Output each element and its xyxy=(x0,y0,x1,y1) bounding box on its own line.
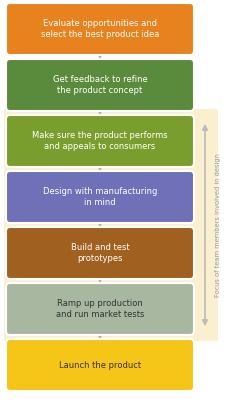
FancyBboxPatch shape xyxy=(6,59,194,111)
FancyBboxPatch shape xyxy=(6,339,194,391)
FancyBboxPatch shape xyxy=(6,115,194,167)
FancyBboxPatch shape xyxy=(6,227,194,279)
Text: Build and test
prototypes: Build and test prototypes xyxy=(71,243,129,263)
Text: Design with manufacturing
in mind: Design with manufacturing in mind xyxy=(43,187,157,207)
Text: Get feedback to refine
the product concept: Get feedback to refine the product conce… xyxy=(53,75,147,96)
FancyBboxPatch shape xyxy=(4,109,218,341)
Text: Launch the product: Launch the product xyxy=(59,360,141,369)
FancyBboxPatch shape xyxy=(6,3,194,55)
Text: Ramp up production
and run market tests: Ramp up production and run market tests xyxy=(56,298,144,320)
Text: Evaluate opportunities and
select the best product idea: Evaluate opportunities and select the be… xyxy=(41,19,159,39)
Text: Make sure the product performs
and appeals to consumers: Make sure the product performs and appea… xyxy=(32,130,168,151)
FancyBboxPatch shape xyxy=(6,171,194,223)
FancyBboxPatch shape xyxy=(6,283,194,335)
Text: Focus of team members involved in design: Focus of team members involved in design xyxy=(215,153,221,297)
